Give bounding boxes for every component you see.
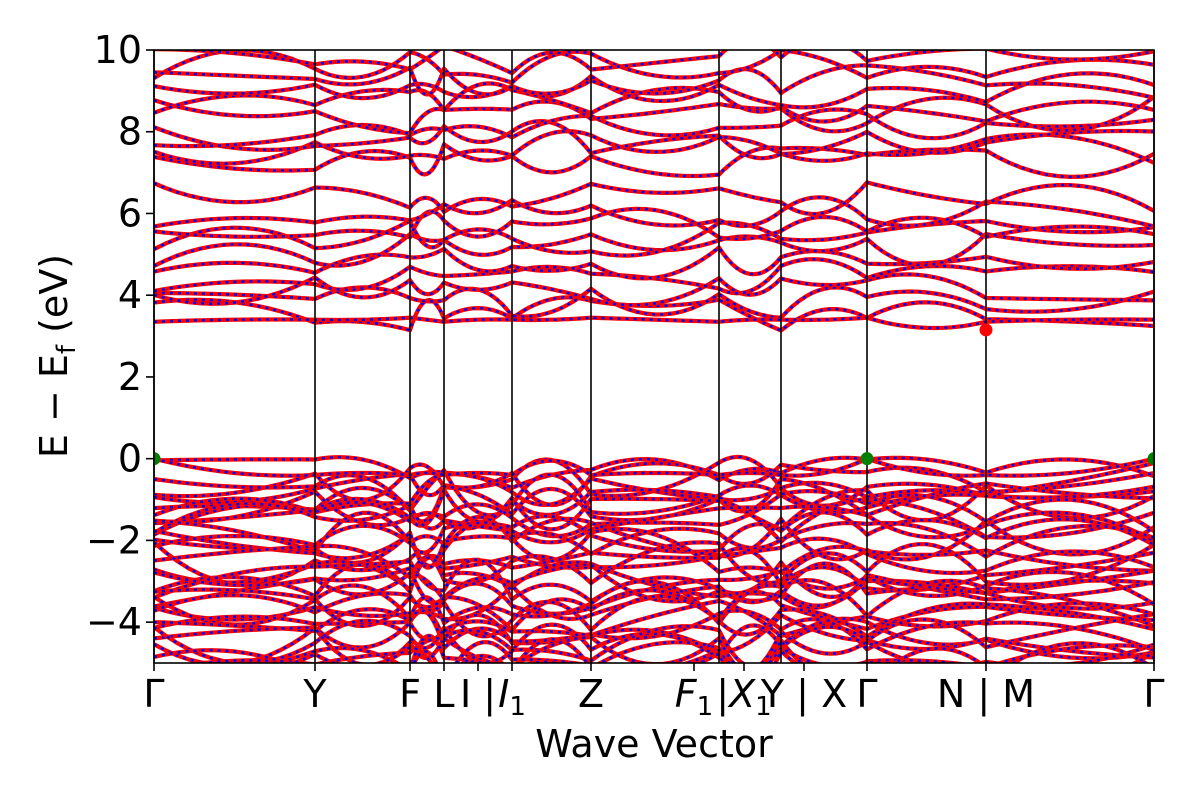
band-line-overlay xyxy=(154,257,1154,295)
band-line-overlay xyxy=(154,537,1154,580)
x-tick-label: I1 xyxy=(498,672,526,722)
x-tick-label-main: I xyxy=(498,672,509,716)
band-line-overlay xyxy=(154,457,1154,478)
x-tick-label-main: N | M xyxy=(937,672,1035,717)
x-tick-label-main: Γ xyxy=(143,672,164,716)
y-axis-title: E − Ef (eV) xyxy=(32,254,82,458)
band-line-overlay xyxy=(154,50,1154,75)
band-line-overlay xyxy=(154,482,1154,525)
x-tick-label: F xyxy=(399,672,421,716)
band-line-overlay xyxy=(154,455,1154,490)
x-tick-label-main: I | xyxy=(460,672,496,717)
y-tick-label: 0 xyxy=(118,437,142,481)
band-line-overlay xyxy=(154,119,1154,160)
band-line-overlay xyxy=(154,72,1154,109)
vbm-marker xyxy=(1147,452,1154,466)
band-line xyxy=(154,315,1154,331)
y-tick-label: −4 xyxy=(86,600,142,644)
y-tick-label: 2 xyxy=(118,355,142,399)
vbm-marker xyxy=(860,452,874,466)
plot-frame xyxy=(153,49,1155,664)
x-tick-label: |X1 xyxy=(716,672,771,722)
x-tick-label: Γ xyxy=(856,672,877,716)
x-tick-label-main: F xyxy=(675,672,698,716)
x-tick-label-main: L xyxy=(433,672,454,716)
x-tick-label: Γ xyxy=(143,672,164,716)
x-tick-label: Y | X xyxy=(760,672,847,717)
x-tick-label: Γ xyxy=(1143,672,1164,716)
band-line-overlay xyxy=(154,467,1154,517)
x-tick-label-main: Z xyxy=(578,672,604,716)
y-axis-title-sub: f xyxy=(52,344,82,354)
band-line-overlay xyxy=(154,316,1154,330)
x-tick-label-sub: 1 xyxy=(755,692,772,722)
x-tick-label: N | M xyxy=(937,672,1035,717)
x-tick-label-main: Y | X xyxy=(760,672,847,717)
x-tick-label-main: Y xyxy=(302,672,327,716)
band-line-overlay xyxy=(154,617,1154,663)
x-tick-label-sub: 1 xyxy=(509,692,526,722)
x-axis-title: Wave Vector xyxy=(535,722,773,766)
vbm-marker xyxy=(154,452,161,466)
cbm-marker xyxy=(979,323,993,337)
band-line-overlay xyxy=(154,180,1154,216)
band-line-overlay xyxy=(154,495,1154,544)
x-tick-label-sub: 1 xyxy=(697,692,714,722)
band-line-overlay xyxy=(154,286,1154,320)
y-axis-title-main: E − E xyxy=(32,354,76,458)
x-tick-label: Z xyxy=(578,672,604,716)
bands-layer xyxy=(154,50,1154,663)
band-line-overlay xyxy=(154,64,1154,99)
band-line-overlay xyxy=(154,510,1154,554)
x-tick-label: L xyxy=(433,672,454,716)
x-tick-label: Y xyxy=(302,672,327,716)
band-line-overlay xyxy=(154,108,1154,148)
x-tick-label: I | xyxy=(460,672,496,717)
x-tick-label-main: Γ xyxy=(1143,672,1164,716)
y-tick-label: 10 xyxy=(94,28,142,72)
y-axis: −4 −2 0 2 4 6 8 10 xyxy=(86,28,154,644)
band-line-overlay xyxy=(154,647,1154,663)
x-tick-label-main: Γ xyxy=(856,672,877,716)
band-line-overlay xyxy=(154,232,1154,268)
y-tick-label: 6 xyxy=(118,191,142,235)
band-line-overlay xyxy=(154,577,1154,621)
band-line xyxy=(154,50,1154,76)
y-tick-label: 8 xyxy=(118,110,142,154)
x-tick-label-main: F xyxy=(399,672,421,716)
band-line-overlay xyxy=(154,218,1154,257)
y-tick-label: −2 xyxy=(86,518,142,562)
y-tick-label: 4 xyxy=(118,273,142,317)
y-axis-title-unit: (eV) xyxy=(32,254,76,345)
x-tick-label: F1 xyxy=(675,672,713,722)
x-tick-label-main: |X xyxy=(716,672,756,717)
band-line-overlay xyxy=(154,129,1154,166)
band-edge-markers xyxy=(154,323,1154,466)
